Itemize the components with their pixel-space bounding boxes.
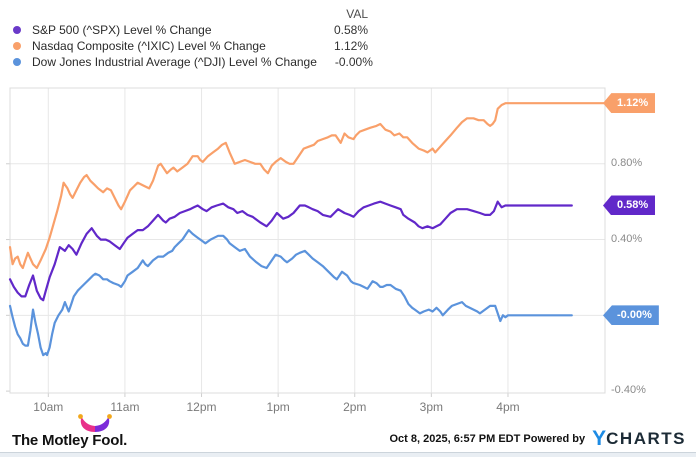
x-axis-label: 11am <box>110 400 140 414</box>
legend-item-label: Dow Jones Industrial Average (^DJI) Leve… <box>32 55 317 69</box>
y-axis-label: -0.40% <box>611 384 646 397</box>
timestamp: Oct 8, 2025, 6:57 PM EDT <box>389 433 521 445</box>
legend-item-value: 1.12% <box>333 39 368 53</box>
legend-item-value: 0.58% <box>333 23 368 37</box>
ixic-line <box>8 102 607 270</box>
x-axis-label: 12pm <box>186 400 217 414</box>
bottom-divider <box>0 452 696 457</box>
ycharts-logo[interactable]: Y CHARTS <box>592 427 686 450</box>
spx-line <box>8 200 573 302</box>
legend: VAL S&P 500 (^SPX) Level % Change 0.58% Na… <box>12 6 373 70</box>
x-axis-label: 3pm <box>419 400 444 414</box>
legend-item-value: -0.00% <box>334 55 373 69</box>
legend-dot-icon <box>13 26 21 34</box>
x-axis-label: 10am <box>33 400 64 414</box>
x-axis-label: 2pm <box>343 400 367 414</box>
legend-val-header: VAL <box>346 7 368 21</box>
ycharts-wordmark: CHARTS <box>606 429 686 448</box>
legend-dot-icon <box>13 42 21 50</box>
legend-dot-icon <box>13 58 21 66</box>
legend-item-label: Nasdaq Composite (^IXIC) Level % Change <box>32 39 266 53</box>
legend-item-1[interactable]: Nasdaq Composite (^IXIC) Level % Change 1… <box>12 38 368 54</box>
x-axis-label: 1pm <box>266 400 290 414</box>
motley-fool-wordmark: The Motley Fool. <box>12 432 128 449</box>
ycharts-y-icon: Y <box>592 427 607 450</box>
plot-border <box>9 87 606 394</box>
footer-attribution: Oct 8, 2025, 6:57 PM EDT Powered by Y CH… <box>389 427 686 450</box>
x-axis-label: 4pm <box>496 400 520 414</box>
motley-fool-logo[interactable]: The Motley Fool. <box>12 413 142 451</box>
legend-item-0[interactable]: S&P 500 (^SPX) Level % Change 0.58% <box>12 22 368 38</box>
timestamp-text: Oct 8, 2025, 6:57 PM EDT Powered by <box>389 433 585 445</box>
legend-item-label: S&P 500 (^SPX) Level % Change <box>32 23 212 37</box>
powered-by-label: Powered by <box>523 433 586 445</box>
dji-value-badge: -0.00% <box>603 305 659 326</box>
jester-hat-icon <box>78 414 112 432</box>
y-axis-label: 0.40% <box>611 232 643 245</box>
spx-value-badge: 0.58% <box>603 195 656 216</box>
legend-item-2[interactable]: Dow Jones Industrial Average (^DJI) Leve… <box>12 54 373 70</box>
y-axis-label: 0.80% <box>611 156 643 169</box>
ixic-value-badge: 1.12% <box>603 93 656 114</box>
dji-line <box>8 229 573 357</box>
